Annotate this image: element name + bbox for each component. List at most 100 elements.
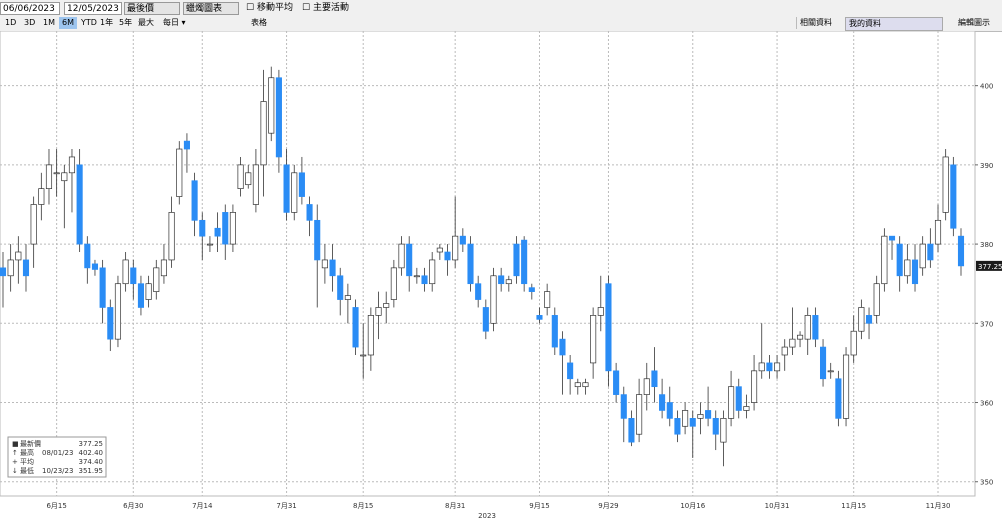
- candle-body: [819, 346, 827, 380]
- candle-body: [176, 148, 183, 197]
- candle-body: [789, 338, 796, 348]
- candle-body: [61, 172, 68, 182]
- candle-body: [751, 370, 758, 403]
- candle-body: [559, 338, 566, 356]
- candle-body: [858, 307, 865, 332]
- x-tick-label: 9月29: [598, 502, 618, 510]
- candle-body: [76, 164, 83, 245]
- candle-body: [291, 172, 298, 213]
- candle-body: [406, 243, 413, 277]
- range-button[interactable]: 5年: [119, 18, 133, 27]
- range-button[interactable]: 3D: [24, 18, 36, 27]
- key-events[interactable]: ☐ 主要活動: [302, 3, 349, 13]
- candle-body: [268, 77, 275, 134]
- range-button[interactable]: YTD: [81, 18, 97, 27]
- candle-body: [160, 259, 167, 277]
- candle-body: [850, 330, 857, 356]
- candle-body: [521, 239, 528, 285]
- candle-body: [758, 362, 765, 372]
- candle-body: [735, 386, 742, 411]
- candle-body: [797, 334, 804, 340]
- stat-date: 08/01/23: [42, 449, 73, 457]
- candle-body: [122, 259, 129, 285]
- candle-body: [467, 243, 474, 285]
- moving-average-label: 移動平均: [256, 3, 293, 13]
- range-button[interactable]: 1D: [5, 18, 17, 27]
- candle-body: [919, 243, 926, 269]
- x-tick-label: 11月30: [926, 502, 951, 510]
- candle-body: [590, 315, 597, 364]
- moving-average[interactable]: ☐ 移動平均: [246, 3, 293, 13]
- toolbar: 06/06/2023 12/05/2023 最後價 蠟燭圖表 ☐ 移動平均 ☐ …: [0, 0, 1002, 32]
- candle-body: [183, 140, 190, 150]
- candle-body: [383, 303, 390, 308]
- candle-body: [191, 180, 198, 221]
- candle-body: [429, 259, 436, 285]
- candle-body: [643, 378, 650, 395]
- x-year-label: 2023: [478, 512, 496, 520]
- candle-body: [835, 378, 842, 419]
- chart-style[interactable]: 蠟燭圖表: [183, 2, 239, 15]
- candle-body: [229, 212, 236, 245]
- x-tick-label: 9月15: [529, 502, 549, 510]
- candle-body: [275, 77, 282, 158]
- candle-body: [674, 418, 681, 435]
- start-date[interactable]: 06/06/2023: [0, 2, 60, 15]
- candle-body: [237, 164, 244, 189]
- y-tick-label: 370: [980, 320, 993, 328]
- candle-body: [881, 235, 888, 285]
- x-tick-label: 7月14: [192, 502, 213, 510]
- candle-body: [536, 315, 543, 320]
- end-date[interactable]: 12/05/2023: [64, 2, 122, 15]
- range-button[interactable]: 最大: [138, 18, 154, 27]
- frequency[interactable]: 每日 ▾: [163, 18, 186, 27]
- candle-body: [30, 204, 37, 245]
- candle-body: [107, 307, 114, 340]
- price-field[interactable]: 最後價: [124, 2, 180, 15]
- candle-body: [567, 362, 574, 380]
- candle-body: [99, 267, 106, 308]
- candle-body: [950, 164, 957, 229]
- range-button[interactable]: 6M: [59, 17, 77, 29]
- candle-body: [337, 275, 344, 300]
- candle-body: [781, 346, 788, 356]
- candle-body: [613, 370, 620, 395]
- candle-body: [490, 275, 497, 324]
- x-tick-label: 8月31: [445, 502, 465, 510]
- candle-body: [743, 406, 750, 411]
- candle-body: [206, 243, 213, 246]
- candle-body: [957, 235, 965, 267]
- stat-value: 377.25: [79, 440, 104, 448]
- candle-body: [283, 164, 290, 213]
- frequency-label: 每日: [163, 18, 179, 27]
- candle-body: [367, 315, 374, 356]
- edit-button[interactable]: 編輯圖示: [958, 18, 990, 27]
- y-tick-label: 380: [980, 241, 993, 249]
- candle-body: [444, 251, 451, 261]
- candle-body: [911, 259, 919, 285]
- table-button[interactable]: 表格: [251, 18, 267, 27]
- range-button[interactable]: 1M: [43, 18, 55, 27]
- stat-symbol: ↑: [12, 449, 18, 457]
- candle-body: [865, 315, 873, 324]
- candle-body: [7, 259, 14, 277]
- candle-body: [321, 259, 328, 269]
- candle-body: [252, 164, 259, 205]
- candle-body: [68, 156, 76, 174]
- y-tick-label: 390: [980, 162, 993, 170]
- my-data[interactable]: 我的資料: [845, 17, 943, 31]
- candle-body: [605, 283, 612, 372]
- candle-body: [360, 354, 367, 357]
- candle-body: [390, 267, 397, 300]
- candle-body: [544, 291, 551, 308]
- candle-body: [804, 315, 811, 340]
- stat-value: 351.95: [79, 467, 104, 475]
- related-button[interactable]: 相關資料: [796, 17, 835, 29]
- candle-body: [214, 227, 221, 237]
- candle-body: [636, 394, 643, 435]
- candle-body: [421, 275, 428, 285]
- candle-body: [245, 172, 252, 186]
- x-tick-label: 6月15: [46, 502, 66, 510]
- range-button[interactable]: 1年: [100, 18, 114, 27]
- x-tick-label: 11月15: [841, 502, 866, 510]
